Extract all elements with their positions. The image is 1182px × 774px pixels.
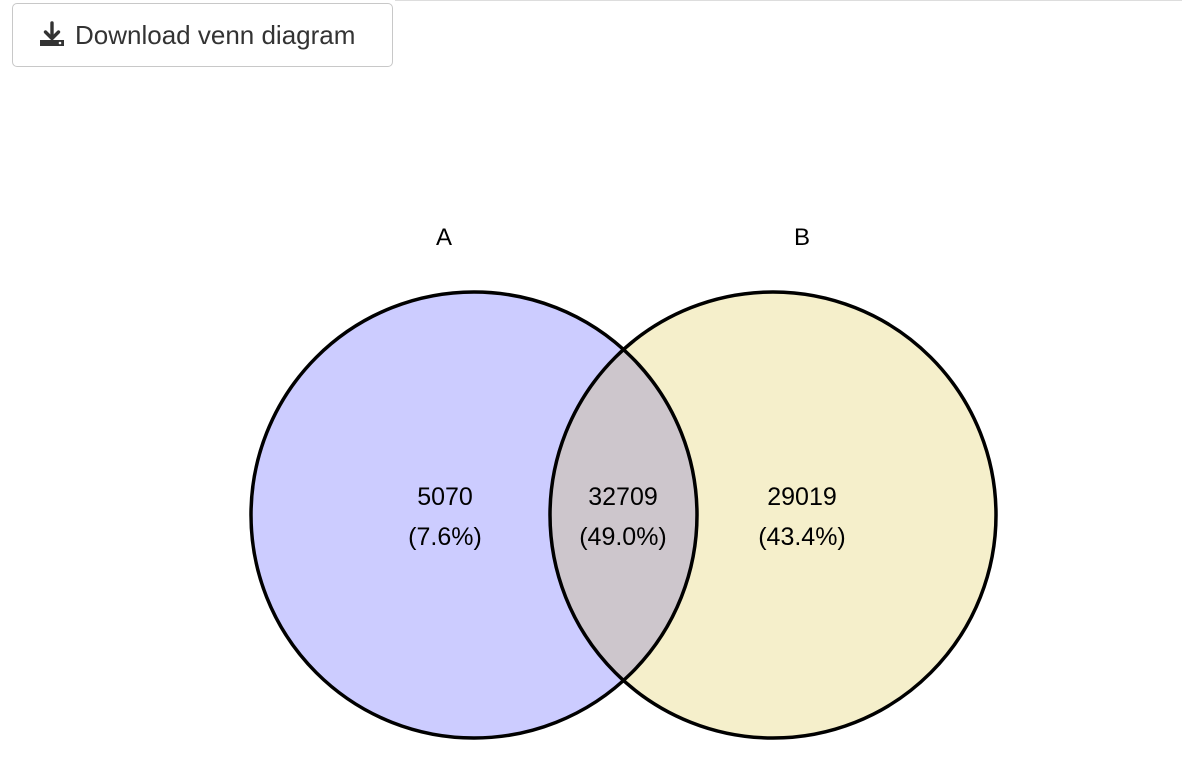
only-a-count: 5070	[417, 483, 473, 511]
overlap-region	[550, 292, 697, 738]
set-b-label: B	[794, 224, 810, 251]
set-a-label: A	[436, 224, 452, 251]
set-a-outline	[249, 290, 699, 740]
download-icon	[38, 21, 66, 49]
only-b-count: 29019	[767, 483, 837, 511]
overlap-percent: (49.0%)	[579, 523, 667, 551]
only-b-percent: (43.4%)	[758, 523, 846, 551]
top-divider	[395, 0, 1182, 1]
overlap-count: 32709	[588, 483, 658, 511]
download-button-label: Download venn diagram	[75, 19, 356, 50]
set-b-outline	[548, 290, 998, 740]
download-venn-button[interactable]: Download venn diagram	[12, 3, 393, 67]
only-a-percent: (7.6%)	[408, 523, 482, 551]
